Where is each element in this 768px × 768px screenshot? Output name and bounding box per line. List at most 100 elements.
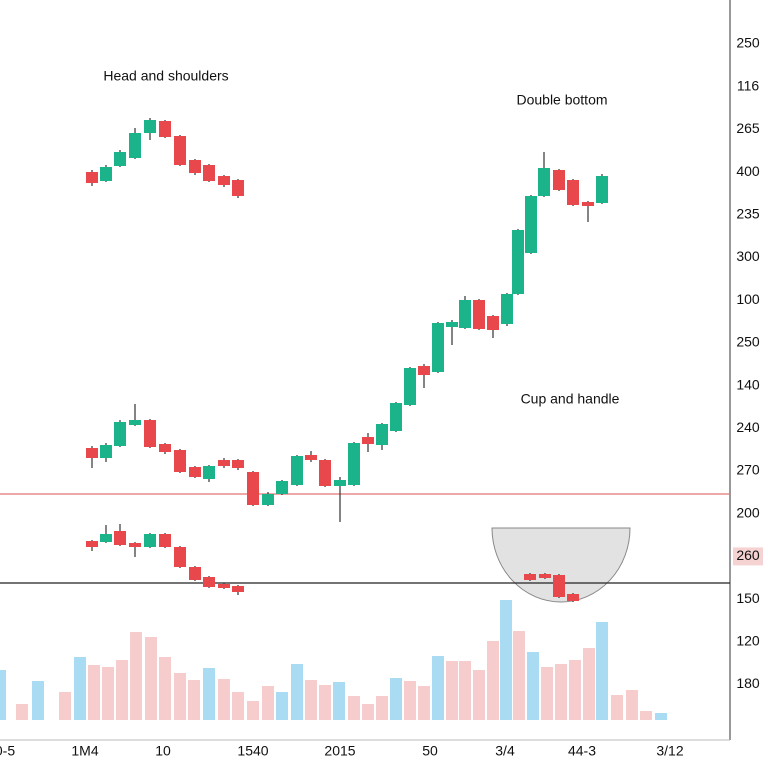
y-tick-label: 100 <box>736 291 760 307</box>
volume-bar <box>446 661 458 720</box>
candle-body <box>114 152 126 166</box>
candle-body <box>334 480 346 486</box>
volume-bar <box>569 660 581 720</box>
y-tick-label: 200 <box>736 504 760 520</box>
volume-bar <box>500 600 512 720</box>
volume-bar <box>432 656 444 720</box>
candle-body <box>390 403 402 431</box>
volume-bar <box>583 648 595 720</box>
x-tick-label: 44-3 <box>568 743 596 759</box>
y-tick-label: 240 <box>736 419 760 435</box>
volume-bar <box>305 680 317 720</box>
candle-body <box>114 422 126 446</box>
candle-body <box>538 168 550 196</box>
candle-body <box>218 176 230 185</box>
volume-bar <box>611 695 623 720</box>
candle-body <box>596 176 608 203</box>
x-tick-label: 10 <box>155 743 171 759</box>
volume-bar <box>459 661 471 720</box>
candle-body <box>232 586 244 592</box>
volume-bar <box>102 667 114 720</box>
volume-bar <box>390 678 402 720</box>
candle-body <box>459 300 471 328</box>
y-tick-label: 180 <box>736 675 760 691</box>
candle-body <box>174 450 186 472</box>
volume-bar <box>145 637 157 720</box>
volume-bar <box>232 692 244 720</box>
candle-body <box>418 366 430 375</box>
volume-bar <box>88 665 100 720</box>
candle-body <box>553 170 565 190</box>
candle-body <box>512 230 524 294</box>
volume-bar <box>473 670 485 720</box>
candle-body <box>525 196 537 253</box>
candle-body <box>86 172 98 183</box>
volume-bar <box>218 679 230 720</box>
volume-bar <box>596 622 608 720</box>
volume-bar <box>376 696 388 720</box>
candle-body <box>539 574 551 578</box>
volume-bar <box>159 657 171 720</box>
y-tick-label: 400 <box>736 163 760 179</box>
candle-body <box>247 472 259 505</box>
y-tick-label: 140 <box>736 376 760 392</box>
candle-body <box>276 481 288 494</box>
label-highlight <box>733 547 763 566</box>
candle-body <box>100 534 112 542</box>
candle-body <box>218 460 230 466</box>
candle-body <box>501 294 513 324</box>
volume-bar <box>116 660 128 720</box>
x-tick-label: 2015 <box>324 743 355 759</box>
volume-bar <box>59 692 71 720</box>
pattern-annotation: Cup and handle <box>521 391 620 407</box>
pattern-annotation: Double bottom <box>516 92 607 108</box>
candle-body <box>129 420 141 425</box>
candle-body <box>203 165 215 181</box>
volume-bar <box>0 670 6 720</box>
volume-bar <box>513 631 525 720</box>
candle-body <box>86 541 98 547</box>
volume-bar <box>655 713 667 720</box>
x-tick-label: 1M4 <box>71 743 98 759</box>
candle-body <box>203 577 215 587</box>
candle-body <box>567 180 579 205</box>
volume-bar <box>188 680 200 720</box>
candle-body <box>114 531 126 545</box>
y-tick-label: 260 <box>736 547 760 563</box>
x-tick-label: 3/12 <box>656 743 683 759</box>
candle-body <box>144 534 156 547</box>
candle-body <box>129 543 141 547</box>
candle-body <box>305 455 317 460</box>
volume-bar <box>16 704 28 720</box>
candle-body <box>144 420 156 447</box>
volume-bar <box>276 692 288 720</box>
volume-bar <box>404 681 416 720</box>
pattern-annotation: Head and shoulders <box>103 68 228 84</box>
candle-body <box>348 443 360 485</box>
candle-body <box>362 437 374 444</box>
candle-body <box>159 121 171 137</box>
volume-bar <box>487 641 499 720</box>
candle-body <box>203 466 215 479</box>
candle-body <box>100 445 112 458</box>
candle-body <box>159 534 171 547</box>
candle-body <box>567 594 579 601</box>
volume-bar <box>333 682 345 720</box>
volume-bar <box>74 657 86 720</box>
volume-bar <box>362 704 374 720</box>
x-tick-label: 0-5 <box>0 743 15 759</box>
candle-body <box>129 133 141 158</box>
volume-bar <box>527 652 539 720</box>
candle-body <box>319 460 331 486</box>
x-tick-label: 3/4 <box>495 743 515 759</box>
candle-body <box>524 574 536 580</box>
candle-body <box>174 547 186 567</box>
x-tick-label: 1540 <box>237 743 268 759</box>
y-tick-label: 265 <box>736 120 760 136</box>
candle-body <box>232 460 244 468</box>
volume-bar <box>418 686 430 720</box>
y-tick-label: 120 <box>736 633 760 649</box>
candle-body <box>473 300 485 329</box>
